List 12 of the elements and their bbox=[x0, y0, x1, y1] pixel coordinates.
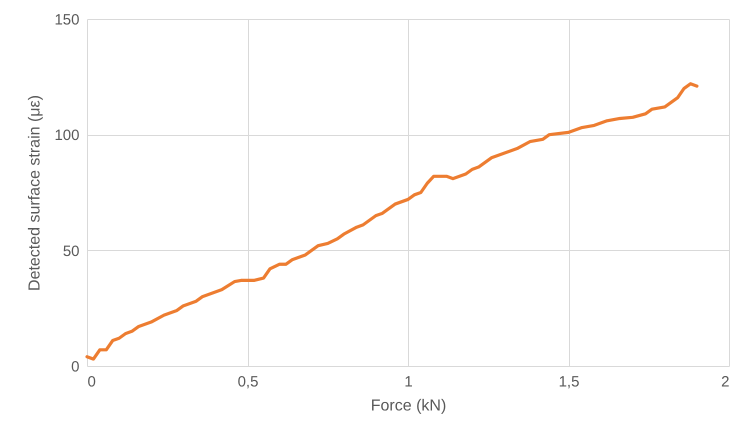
x-tick-label: 1 bbox=[404, 374, 413, 390]
y-axis-title: Detected surface strain (με) bbox=[26, 95, 44, 291]
x-tick-label: 1,5 bbox=[558, 374, 580, 390]
x-tick-label: 0,5 bbox=[238, 374, 258, 390]
y-tick-label: 150 bbox=[54, 12, 80, 28]
x-tick-label: 0 bbox=[88, 374, 96, 390]
y-tick-label: 0 bbox=[71, 358, 80, 376]
line-series bbox=[85, 82, 698, 361]
x-tick-label: 2 bbox=[721, 374, 730, 390]
x-axis-title: Force (kN) bbox=[370, 398, 446, 414]
y-tick-label: 100 bbox=[54, 127, 80, 144]
y-tick-label: 50 bbox=[62, 242, 80, 260]
